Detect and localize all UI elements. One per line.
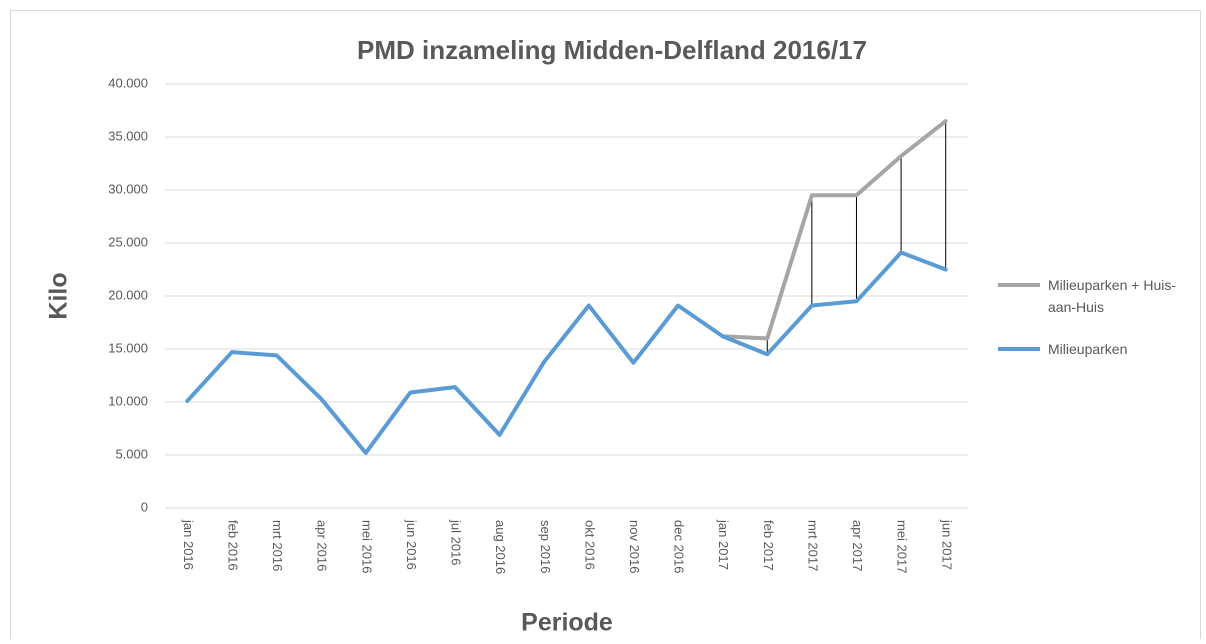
x-tick-label: mei 2016	[359, 520, 374, 573]
x-tick-label: jun 2017	[939, 519, 954, 570]
y-tick-label: 40.000	[108, 75, 148, 90]
x-tick-label: nov 2016	[627, 520, 642, 574]
x-tick-label: sep 2016	[538, 520, 553, 574]
x-tick-label: mrt 2016	[270, 520, 285, 571]
y-tick-label: 0	[141, 499, 148, 514]
x-tick-label: apr 2016	[315, 520, 330, 571]
x-tick-label: jul 2016	[449, 519, 464, 566]
x-tick-label: jan 2017	[716, 519, 731, 570]
series-line	[185, 250, 948, 455]
y-tick-label: 25.000	[108, 234, 148, 249]
y-tick-label: 15.000	[108, 340, 148, 355]
chart-border	[10, 10, 1201, 644]
x-tick-label: dec 2016	[672, 520, 687, 574]
x-tick-label: aug 2016	[493, 520, 508, 574]
chart-title: PMD inzameling Midden-Delfland 2016/17	[357, 35, 867, 65]
x-axis-label: Periode	[521, 609, 613, 637]
legend-label: Milieuparken	[1048, 341, 1128, 357]
x-tick-label: mei 2017	[895, 520, 910, 573]
x-tick-label: mrt 2017	[805, 520, 820, 571]
x-tick-label: jan 2016	[181, 519, 196, 570]
y-tick-label: 20.000	[108, 287, 148, 302]
x-tick-label: jun 2016	[404, 519, 419, 570]
series-line	[720, 119, 948, 341]
x-tick-label: okt 2016	[582, 520, 597, 570]
x-tick-label: apr 2017	[850, 520, 865, 571]
y-tick-label: 10.000	[108, 393, 148, 408]
x-tick-label: feb 2017	[761, 520, 776, 571]
x-tick-label: feb 2016	[225, 520, 240, 571]
legend-label: Milieuparken + Huis-aan-Huis	[1048, 277, 1176, 315]
y-tick-label: 35.000	[108, 128, 148, 143]
y-tick-label: 5.000	[115, 446, 148, 461]
y-tick-label: 30.000	[108, 181, 148, 196]
y-axis-label: Kilo	[45, 272, 73, 319]
